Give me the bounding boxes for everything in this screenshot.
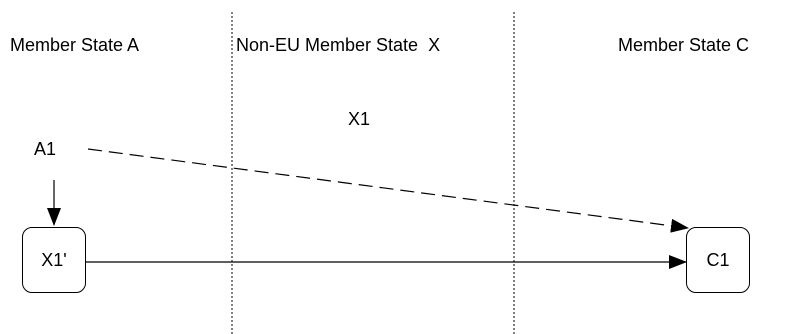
node-x1-prime-label: X1' [41,250,67,270]
region-label-non-eu-member-state-x: Non-EU Member State X [236,35,441,55]
node-c1-label: C1 [706,250,730,270]
node-c1: C1 [686,227,750,293]
node-x1-prime: X1' [22,227,86,293]
node-label-a1: A1 [34,139,57,159]
node-label-x1: X1 [348,109,371,129]
region-label-member-state-a: Member State A [10,35,140,55]
region-label-member-state-c: Member State C [618,35,750,55]
arrow-a1-to-c1-dashed [87,148,689,233]
